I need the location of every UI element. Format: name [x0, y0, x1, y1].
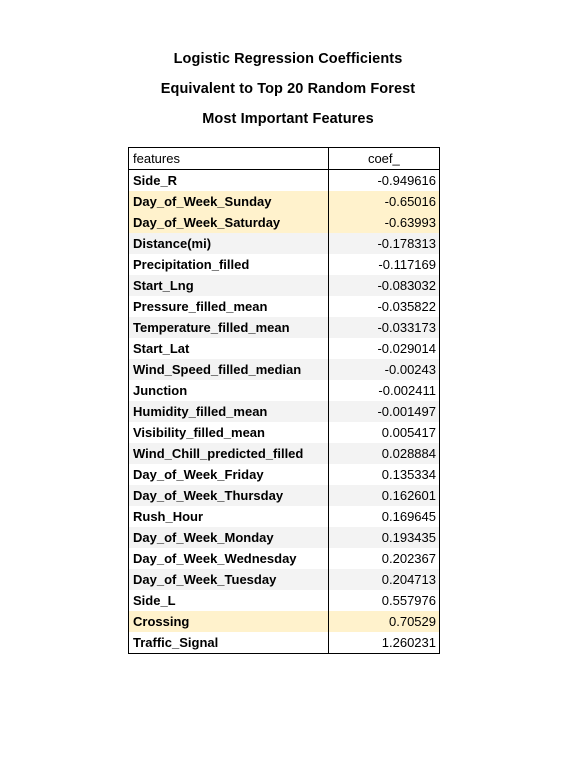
coef-value-cell: -0.033173 — [327, 317, 441, 338]
coef-value-cell: 1.260231 — [327, 632, 441, 654]
feature-name-cell: Side_R — [128, 169, 329, 191]
coef-value-cell: -0.117169 — [327, 254, 441, 275]
coef-value-cell: -0.65016 — [327, 191, 441, 212]
document-title: Logistic Regression Coefficients Equival… — [0, 44, 576, 134]
table-row: Temperature_filled_mean -0.033173 — [128, 317, 441, 338]
feature-name-cell: Day_of_Week_Wednesday — [128, 548, 329, 569]
coef-value-cell: 0.162601 — [327, 485, 441, 506]
title-line-1: Logistic Regression Coefficients — [173, 51, 403, 67]
table-row: Side_L 0.557976 — [128, 590, 441, 611]
coef-value-cell: 0.557976 — [327, 590, 441, 611]
table-row: Visibility_filled_mean 0.005417 — [128, 422, 441, 443]
table-row: Day_of_Week_Wednesday 0.202367 — [128, 548, 441, 569]
feature-name-cell: Day_of_Week_Monday — [128, 527, 329, 548]
table-row: Wind_Chill_predicted_filled 0.028884 — [128, 443, 441, 464]
feature-name-cell: Day_of_Week_Saturday — [128, 212, 329, 233]
table-row: Day_of_Week_Tuesday 0.204713 — [128, 569, 441, 590]
title-line-2: Equivalent to Top 20 Random Forest — [160, 81, 416, 97]
feature-name-cell: Crossing — [128, 611, 329, 632]
feature-name-cell: Precipitation_filled — [128, 254, 329, 275]
feature-name-cell: Temperature_filled_mean — [128, 317, 329, 338]
feature-name-cell: Traffic_Signal — [128, 632, 329, 654]
table-row: Wind_Speed_filled_median -0.00243 — [128, 359, 441, 380]
coef-value-cell: 0.193435 — [327, 527, 441, 548]
coef-value-cell: 0.204713 — [327, 569, 441, 590]
feature-name-cell: Day_of_Week_Friday — [128, 464, 329, 485]
feature-name-cell: Junction — [128, 380, 329, 401]
coefficients-table: features coef_ Side_R -0.949616 Day_of_Wee… — [128, 147, 441, 654]
feature-name-cell: Day_of_Week_Sunday — [128, 191, 329, 212]
feature-name-cell: Humidity_filled_mean — [128, 401, 329, 422]
feature-name-cell: Visibility_filled_mean — [128, 422, 329, 443]
coef-value-cell: -0.178313 — [327, 233, 441, 254]
header-coef: coef_ — [327, 147, 441, 170]
table-row: Day_of_Week_Monday 0.193435 — [128, 527, 441, 548]
coef-value-cell: -0.001497 — [327, 401, 441, 422]
table-row: Junction -0.002411 — [128, 380, 441, 401]
table-row: Side_R -0.949616 — [128, 169, 441, 191]
table-row: Day_of_Week_Saturday -0.63993 — [128, 212, 441, 233]
coef-value-cell: -0.002411 — [327, 380, 441, 401]
table-body: Side_R -0.949616 Day_of_Week_Sunday -0.6501… — [128, 169, 441, 654]
table-row: Traffic_Signal 1.260231 — [128, 632, 441, 654]
coef-value-cell: -0.63993 — [327, 212, 441, 233]
table-row: Start_Lat -0.029014 — [128, 338, 441, 359]
feature-name-cell: Day_of_Week_Tuesday — [128, 569, 329, 590]
table-row: Precipitation_filled -0.117169 — [128, 254, 441, 275]
feature-name-cell: Start_Lat — [128, 338, 329, 359]
coef-value-cell: 0.202367 — [327, 548, 441, 569]
coef-value-cell: -0.00243 — [327, 359, 441, 380]
table-row: Start_Lng -0.083032 — [128, 275, 441, 296]
table-row: Rush_Hour 0.169645 — [128, 506, 441, 527]
coef-value-cell: 0.005417 — [327, 422, 441, 443]
coef-value-cell: -0.029014 — [327, 338, 441, 359]
feature-name-cell: Rush_Hour — [128, 506, 329, 527]
table-row: Crossing 0.70529 — [128, 611, 441, 632]
feature-name-cell: Wind_Speed_filled_median — [128, 359, 329, 380]
coef-value-cell: 0.169645 — [327, 506, 441, 527]
feature-name-cell: Day_of_Week_Thursday — [128, 485, 329, 506]
coef-value-cell: -0.083032 — [327, 275, 441, 296]
coef-value-cell: 0.028884 — [327, 443, 441, 464]
table-row: Distance(mi) -0.178313 — [128, 233, 441, 254]
title-line-3: Most Important Features — [202, 111, 374, 127]
feature-name-cell: Wind_Chill_predicted_filled — [128, 443, 329, 464]
coef-value-cell: 0.135334 — [327, 464, 441, 485]
header-features: features — [128, 147, 329, 170]
table-row: Pressure_filled_mean -0.035822 — [128, 296, 441, 317]
table-row: Day_of_Week_Thursday 0.162601 — [128, 485, 441, 506]
coef-value-cell: -0.949616 — [327, 169, 441, 191]
table-row: Day_of_Week_Sunday -0.65016 — [128, 191, 441, 212]
coef-value-cell: -0.035822 — [327, 296, 441, 317]
table-row: Day_of_Week_Friday 0.135334 — [128, 464, 441, 485]
table-row: Humidity_filled_mean -0.001497 — [128, 401, 441, 422]
coef-value-cell: 0.70529 — [327, 611, 441, 632]
feature-name-cell: Pressure_filled_mean — [128, 296, 329, 317]
table-header-row: features coef_ — [128, 147, 441, 170]
feature-name-cell: Distance(mi) — [128, 233, 329, 254]
feature-name-cell: Start_Lng — [128, 275, 329, 296]
feature-name-cell: Side_L — [128, 590, 329, 611]
